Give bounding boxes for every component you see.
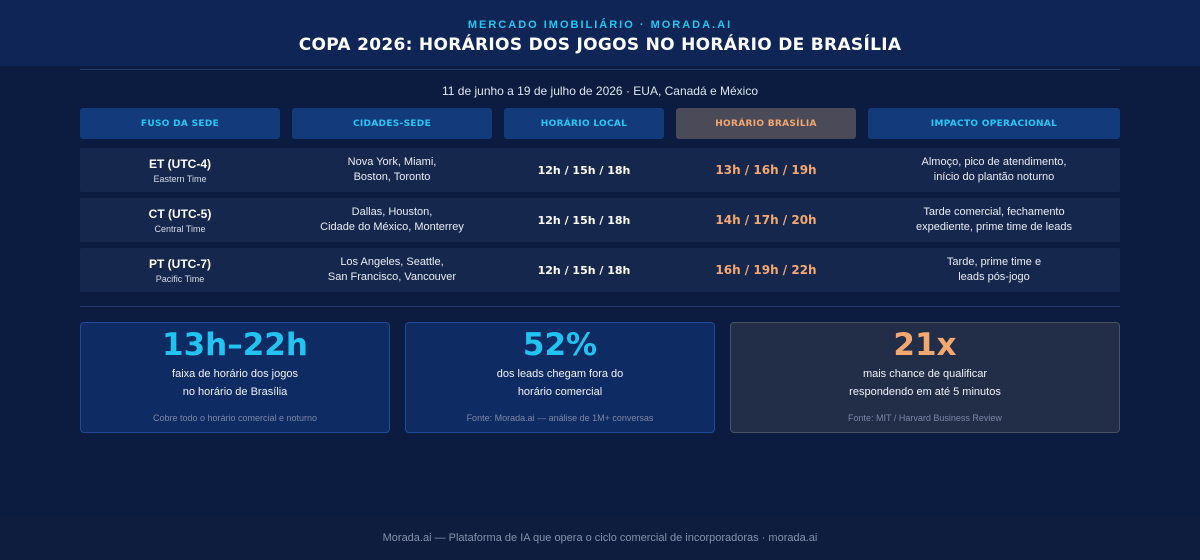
footer-text: Morada.ai — Plataforma de IA que opera o… bbox=[382, 532, 818, 544]
brasilia-time: 14h / 17h / 20h bbox=[715, 213, 817, 227]
stat-value: 21x bbox=[893, 327, 957, 363]
cities-line: Los Angeles, Seattle, bbox=[340, 256, 444, 268]
impact-cell: Tarde, prime time e leads pós-jogo bbox=[868, 248, 1120, 292]
stat-note: Fonte: MIT / Harvard Business Review bbox=[848, 413, 1002, 423]
impact-line: início do plantão noturno bbox=[933, 171, 1055, 183]
page-title: COPA 2026: HORÁRIOS DOS JOGOS NO HORÁRIO… bbox=[298, 35, 902, 55]
zone-code: ET (UTC-4) bbox=[149, 156, 211, 171]
date-range-subtitle: 11 de junho a 19 de julho de 2026 · EUA,… bbox=[442, 84, 758, 98]
table-row: ET (UTC-4) Eastern Time Nova York, Miami… bbox=[80, 148, 1120, 192]
cities-line: Dallas, Houston, bbox=[351, 206, 433, 218]
cities-line: San Francisco, Vancouver bbox=[327, 271, 457, 283]
cities-cell: Los Angeles, Seattle, San Francisco, Van… bbox=[292, 248, 492, 292]
brasilia-time-cell: 14h / 17h / 20h bbox=[676, 198, 856, 242]
header-kicker: MERCADO IMOBILIÁRIO · MORADA.AI bbox=[467, 19, 733, 31]
stat-description-line: faixa de horário dos jogos bbox=[172, 368, 298, 380]
cities-line: Cidade do México, Monterrey bbox=[320, 221, 464, 233]
column-header-horario-brasilia: HORÁRIO BRASÍLIA bbox=[676, 108, 856, 139]
local-time: 12h / 15h / 18h bbox=[537, 163, 631, 177]
zone-name: Central Time bbox=[154, 223, 206, 234]
page-header: MERCADO IMOBILIÁRIO · MORADA.AI COPA 202… bbox=[0, 0, 1200, 66]
cities-cell: Dallas, Houston, Cidade do México, Monte… bbox=[292, 198, 492, 242]
stat-value: 13h–22h bbox=[162, 327, 308, 363]
brasilia-time: 13h / 16h / 19h bbox=[715, 163, 817, 177]
table-row: PT (UTC-7) Pacific Time Los Angeles, Sea… bbox=[80, 248, 1120, 292]
stat-description: mais chance de qualificar respondendo em… bbox=[731, 365, 1119, 401]
stat-card-time-range: 13h–22h faixa de horário dos jogos no ho… bbox=[80, 322, 390, 433]
table-row: CT (UTC-5) Central Time Dallas, Houston,… bbox=[80, 198, 1120, 242]
local-time: 12h / 15h / 18h bbox=[537, 213, 631, 227]
stat-description-line: mais chance de qualificar bbox=[862, 368, 988, 380]
column-header-horario-local: HORÁRIO LOCAL bbox=[504, 108, 664, 139]
cities-cell: Nova York, Miami, Boston, Toronto bbox=[292, 148, 492, 192]
column-header-fuso: FUSO DA SEDE bbox=[80, 108, 280, 139]
stat-card-qualify-chance: 21x mais chance de qualificar respondend… bbox=[730, 322, 1120, 433]
table-divider bbox=[80, 306, 1120, 307]
stat-value: 52% bbox=[522, 327, 598, 363]
local-time-cell: 12h / 15h / 18h bbox=[504, 148, 664, 192]
stat-description-line: horário comercial bbox=[517, 386, 603, 398]
page-footer: Morada.ai — Plataforma de IA que opera o… bbox=[0, 516, 1200, 560]
brasilia-time-cell: 13h / 16h / 19h bbox=[676, 148, 856, 192]
zone-code: CT (UTC-5) bbox=[148, 206, 212, 221]
column-header-cidades: CIDADES-SEDE bbox=[292, 108, 492, 139]
brasilia-time: 16h / 19h / 22h bbox=[715, 263, 817, 277]
impact-line: Tarde comercial, fechamento bbox=[923, 206, 1065, 218]
main-content: 11 de junho a 19 de julho de 2026 · EUA,… bbox=[0, 66, 1200, 516]
zone-cell: PT (UTC-7) Pacific Time bbox=[80, 248, 280, 292]
zone-cell: CT (UTC-5) Central Time bbox=[80, 198, 280, 242]
stat-description-line: respondendo em até 5 minutos bbox=[849, 386, 1001, 398]
impact-line: expediente, prime time de leads bbox=[916, 221, 1072, 233]
local-time: 12h / 15h / 18h bbox=[537, 263, 631, 277]
stat-note: Fonte: Morada.ai — análise de 1M+ conver… bbox=[466, 413, 654, 423]
local-time-cell: 12h / 15h / 18h bbox=[504, 248, 664, 292]
impact-line: Almoço, pico de atendimento, bbox=[921, 156, 1067, 168]
local-time-cell: 12h / 15h / 18h bbox=[504, 198, 664, 242]
stat-description: dos leads chegam fora do horário comerci… bbox=[406, 365, 714, 401]
top-divider bbox=[80, 69, 1120, 70]
cities-line: Nova York, Miami, bbox=[347, 156, 437, 168]
impact-cell: Tarde comercial, fechamento expediente, … bbox=[868, 198, 1120, 242]
stat-description-line: dos leads chegam fora do bbox=[496, 368, 624, 380]
column-header-impacto: IMPACTO OPERACIONAL bbox=[868, 108, 1120, 139]
brasilia-time-cell: 16h / 19h / 22h bbox=[676, 248, 856, 292]
zone-code: PT (UTC-7) bbox=[149, 256, 211, 271]
stat-card-leads-percent: 52% dos leads chegam fora do horário com… bbox=[405, 322, 715, 433]
impact-cell: Almoço, pico de atendimento, início do p… bbox=[868, 148, 1120, 192]
zone-cell: ET (UTC-4) Eastern Time bbox=[80, 148, 280, 192]
zone-name: Pacific Time bbox=[155, 273, 205, 284]
stat-note: Cobre todo o horário comercial e noturno bbox=[152, 413, 318, 423]
stat-description: faixa de horário dos jogos no horário de… bbox=[81, 365, 389, 401]
stat-description-line: no horário de Brasília bbox=[182, 386, 288, 398]
zone-name: Eastern Time bbox=[153, 173, 207, 184]
cities-line: Boston, Toronto bbox=[353, 171, 431, 183]
impact-line: Tarde, prime time e bbox=[946, 256, 1042, 268]
impact-line: leads pós-jogo bbox=[958, 271, 1030, 283]
